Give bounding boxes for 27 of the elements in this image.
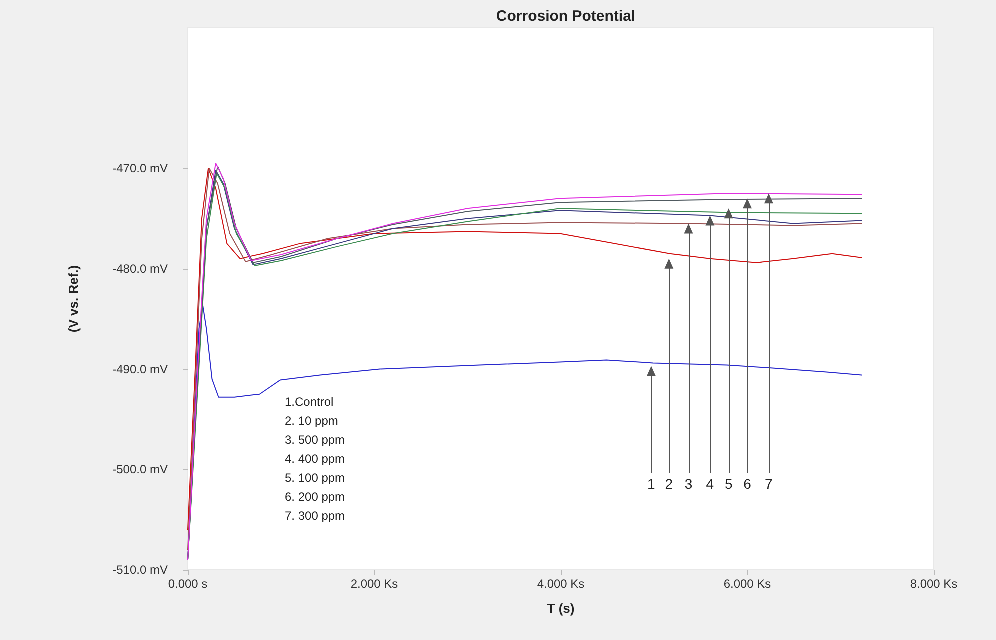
x-tick-label: 4.000 Ks (537, 577, 585, 591)
annotation: 6. 200 ppm (285, 490, 346, 504)
y-tick-label: -510.0 mV (112, 563, 168, 577)
chart-title: Corrosion Potential (496, 8, 636, 25)
annotation: 2. 10 ppm (285, 414, 338, 428)
y-axis-title: (V vs. Ref.) (66, 265, 81, 333)
annotation: 5 (724, 476, 733, 492)
annotation: 6 (744, 476, 752, 492)
x-tick-label: 6.000 Ks (724, 577, 772, 591)
y-tick-label: -470.0 mV (112, 162, 168, 176)
annotation: 3. 500 ppm (285, 433, 346, 447)
x-tick-label: 8.000 Ks (910, 577, 958, 591)
annotation: 2 (665, 476, 674, 492)
x-tick-label: 0.000 s (168, 577, 208, 591)
annotation: 1 (648, 476, 656, 492)
y-tick-label: -500.0 mV (112, 462, 168, 477)
annotation: 1.Control (285, 395, 334, 409)
annotation: 5. 100 ppm (285, 471, 346, 485)
annotation: 4. 400 ppm (285, 452, 346, 466)
annotation: 7 (765, 476, 774, 492)
annotation: 3 (684, 476, 693, 492)
x-axis-title: T (s) (547, 601, 575, 616)
annotation: 7. 300 ppm (285, 509, 346, 523)
y-tick-label: -480.0 mV (112, 262, 168, 276)
annotation: 4 (706, 476, 714, 492)
x-tick-label: 2.000 Ks (350, 577, 398, 591)
y-tick-label: -490.0 mV (112, 362, 168, 376)
